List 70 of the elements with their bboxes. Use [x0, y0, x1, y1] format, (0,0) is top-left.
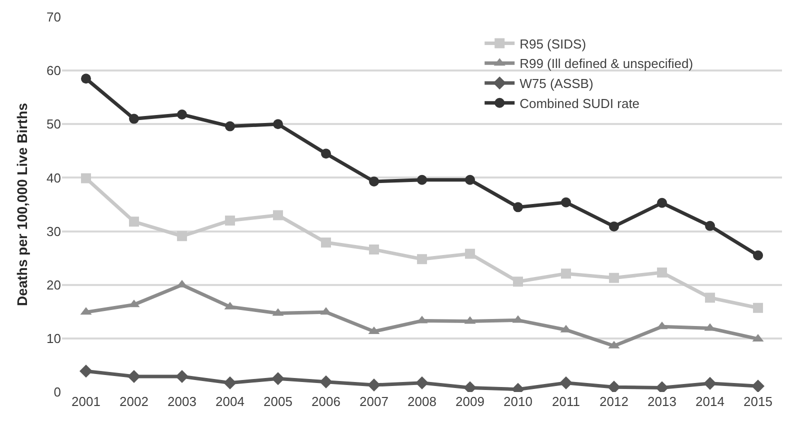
x-tick-label: 2009 — [456, 394, 484, 409]
point — [224, 376, 236, 390]
point — [177, 231, 187, 242]
x-tick-label: 2008 — [408, 394, 436, 409]
y-tick-label: 60 — [46, 63, 61, 78]
point — [609, 272, 619, 283]
x-tick-label: 2002 — [120, 394, 148, 409]
point — [560, 376, 572, 390]
legend-label: Combined SUDI rate — [520, 96, 640, 111]
point — [753, 250, 763, 260]
point — [81, 74, 91, 84]
point — [369, 176, 379, 186]
point — [273, 119, 283, 130]
y-tick-label: 50 — [46, 116, 61, 132]
y-tick-label: 10 — [46, 330, 61, 346]
point — [465, 248, 475, 259]
point — [128, 370, 140, 383]
x-tick-label: 2015 — [744, 394, 772, 409]
x-tick-label: 2004 — [216, 394, 244, 409]
point — [561, 197, 571, 208]
point — [417, 254, 427, 264]
point — [225, 216, 235, 226]
point — [225, 121, 235, 132]
y-tick-label: 40 — [46, 170, 61, 186]
point — [273, 210, 283, 220]
point — [753, 302, 763, 313]
point — [81, 173, 91, 184]
point — [609, 221, 619, 232]
x-tick-label: 2013 — [648, 394, 676, 409]
point — [80, 364, 92, 378]
point — [657, 268, 667, 278]
y-tick-label: 0 — [54, 384, 61, 400]
point — [561, 268, 571, 279]
point — [704, 376, 716, 390]
point — [321, 148, 331, 159]
point — [368, 378, 380, 392]
point — [177, 110, 187, 120]
x-tick-label: 2014 — [696, 394, 724, 409]
point — [705, 220, 715, 231]
point — [129, 114, 139, 124]
point — [176, 370, 188, 383]
x-tick-label: 2012 — [600, 394, 628, 409]
x-tick-label: 2007 — [360, 394, 388, 409]
legend-label: R95 (SIDS) — [520, 36, 586, 52]
y-tick-label: 30 — [46, 224, 61, 239]
y-tick-label: 20 — [46, 277, 61, 292]
x-tick-label: 2003 — [168, 394, 196, 409]
x-tick-label: 2001 — [72, 394, 100, 409]
legend-label: W75 (ASSB) — [520, 76, 594, 92]
point — [752, 380, 764, 392]
point — [129, 216, 139, 227]
x-tick-label: 2011 — [552, 394, 580, 409]
point — [272, 372, 284, 386]
point — [513, 202, 523, 212]
point — [465, 174, 475, 185]
point — [657, 198, 667, 208]
point — [321, 238, 331, 248]
point — [417, 174, 427, 185]
x-tick-label: 2005 — [264, 394, 292, 409]
point — [705, 292, 715, 303]
point — [320, 375, 332, 388]
point — [608, 380, 620, 392]
point — [369, 244, 379, 254]
x-tick-label: 2006 — [312, 394, 340, 409]
y-tick-label: 70 — [46, 10, 61, 25]
y-axis-title: Deaths per 100,000 Live Births — [14, 102, 30, 306]
point — [513, 276, 523, 287]
legend-label: R99 (Ill defined & unspecified) — [520, 56, 694, 72]
x-tick-label: 2010 — [504, 394, 532, 409]
point — [416, 376, 428, 390]
